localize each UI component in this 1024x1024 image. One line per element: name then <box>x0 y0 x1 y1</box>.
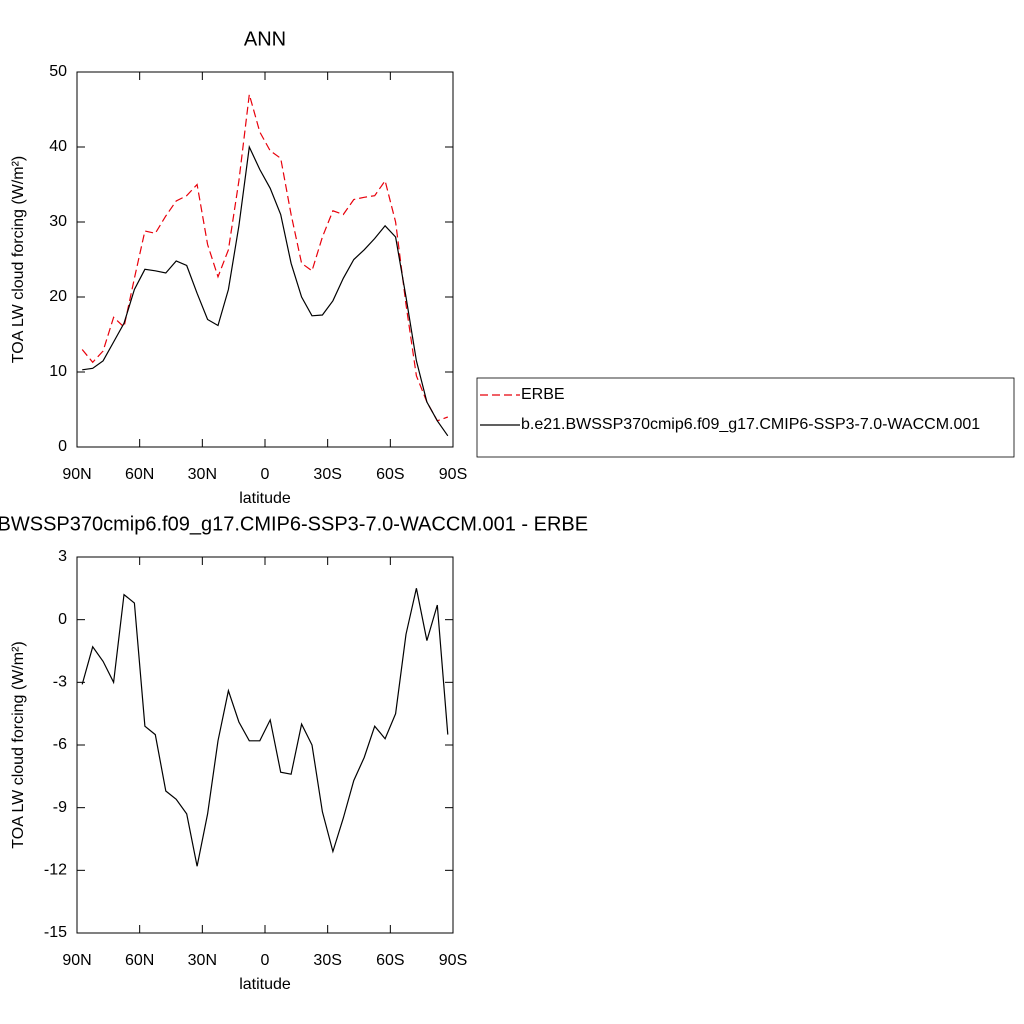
chart-title: ANN <box>244 28 286 50</box>
x-tick-label: 30S <box>313 952 341 969</box>
y-tick-label: 0 <box>58 611 67 628</box>
y-tick-label: 0 <box>58 438 67 455</box>
y-tick-label: -6 <box>53 736 67 753</box>
legend-box <box>476 377 1015 458</box>
data-line <box>81 94 449 422</box>
legend-label: ERBE <box>521 386 565 403</box>
x-tick-label: 60N <box>125 952 154 969</box>
y-axis-label: TOA LW cloud forcing (W/m²) <box>10 641 27 848</box>
x-tick-label: 90S <box>439 466 467 483</box>
x-tick-label: 90N <box>62 466 91 483</box>
data-line <box>81 588 449 867</box>
x-tick-label: 30N <box>188 952 217 969</box>
legend-label: b.e21.BWSSP370cmip6.f09_g17.CMIP6-SSP3-7… <box>521 416 980 433</box>
plot-frame <box>76 556 454 934</box>
y-tick-label: 50 <box>49 63 67 80</box>
y-tick-label: 40 <box>49 138 67 155</box>
x-tick-label: 60N <box>125 466 154 483</box>
y-tick-label: -9 <box>53 799 67 816</box>
y-tick-label: -3 <box>53 674 67 691</box>
plot-frame <box>76 71 454 448</box>
chart-title: b.e21.BWSSP370cmip6.f09_g17.CMIP6-SSP3-7… <box>0 513 588 535</box>
x-tick-label: 60S <box>376 466 404 483</box>
x-tick-label: 90N <box>62 952 91 969</box>
y-tick-label: 30 <box>49 213 67 230</box>
y-tick-label: 10 <box>49 363 67 380</box>
y-tick-label: 3 <box>58 548 67 565</box>
y-tick-label: 20 <box>49 288 67 305</box>
x-tick-label: 60S <box>376 952 404 969</box>
y-tick-label: -15 <box>44 924 67 941</box>
x-tick-label: 30S <box>313 466 341 483</box>
x-axis-label: latitude <box>239 976 291 993</box>
x-tick-label: 90S <box>439 952 467 969</box>
y-axis-label: TOA LW cloud forcing (W/m²) <box>10 156 27 363</box>
x-tick-label: 30N <box>188 466 217 483</box>
y-tick-label: -12 <box>44 862 67 879</box>
x-tick-label: 0 <box>261 952 270 969</box>
data-line <box>82 144 449 437</box>
x-axis-label: latitude <box>239 490 291 507</box>
x-tick-label: 0 <box>261 466 270 483</box>
